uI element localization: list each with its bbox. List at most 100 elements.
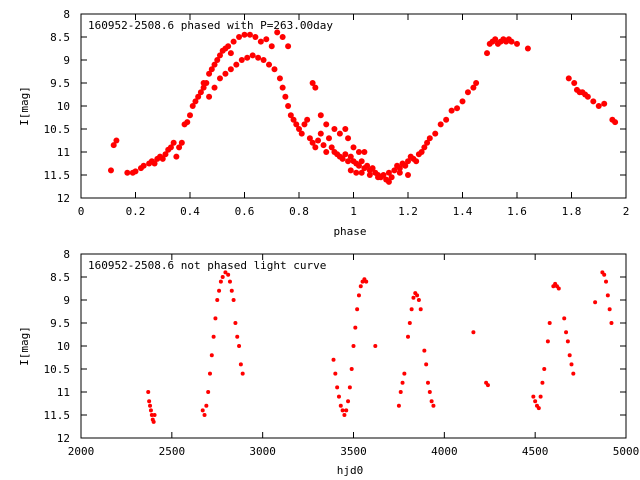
data-point-bottom xyxy=(349,367,354,371)
data-point-top xyxy=(200,80,207,86)
data-point-bottom xyxy=(148,403,153,408)
data-point-top xyxy=(353,169,360,176)
data-point-bottom xyxy=(336,394,341,399)
y-tick-label-bottom: 11 xyxy=(57,386,70,399)
data-point-top xyxy=(328,144,335,151)
data-point-top xyxy=(211,84,218,91)
data-point-bottom xyxy=(485,383,490,388)
data-point-bottom xyxy=(355,307,360,312)
data-point-bottom xyxy=(364,279,369,284)
data-point-top xyxy=(369,165,376,172)
y-tick-label-top: 9 xyxy=(63,54,70,67)
data-point-bottom xyxy=(237,344,242,348)
data-point-top xyxy=(282,93,289,100)
data-point-top xyxy=(296,126,302,132)
data-point-top xyxy=(345,158,352,165)
data-point-top xyxy=(151,160,158,167)
data-point-top xyxy=(255,54,262,61)
data-point-top xyxy=(492,36,499,43)
data-point-top xyxy=(241,31,248,38)
data-point-bottom xyxy=(567,353,572,358)
y-tick-label-bottom: 10 xyxy=(57,340,70,353)
data-point-top xyxy=(347,167,354,174)
data-point-top xyxy=(388,174,395,181)
y-tick-label-top: 10.5 xyxy=(44,123,71,136)
data-point-bottom xyxy=(533,399,538,404)
y-axis-label-top: I[mag] xyxy=(18,86,31,126)
data-point-top xyxy=(216,75,223,82)
x-axis-label-bottom: hjd0 xyxy=(337,464,364,477)
data-point-top xyxy=(260,57,267,63)
data-point-bottom xyxy=(358,284,363,289)
data-point-top xyxy=(470,84,477,91)
data-point-top xyxy=(170,139,177,146)
data-point-top xyxy=(385,169,392,176)
data-point-top xyxy=(304,116,311,123)
data-point-top xyxy=(355,149,362,155)
x-tick-label-bottom: 2500 xyxy=(159,445,186,458)
data-point-bottom xyxy=(148,408,153,413)
y-tick-label-top: 8 xyxy=(63,8,70,21)
data-point-top xyxy=(595,103,602,109)
data-point-top xyxy=(317,112,324,119)
data-point-top xyxy=(107,167,114,174)
data-point-top xyxy=(601,100,608,107)
data-point-bottom xyxy=(427,390,432,394)
data-point-top xyxy=(484,50,491,57)
data-point-bottom xyxy=(538,394,543,399)
data-point-top xyxy=(263,36,270,43)
data-point-bottom xyxy=(373,344,378,348)
data-point-top xyxy=(293,121,300,128)
x-tick-label-bottom: 3000 xyxy=(249,445,276,458)
data-point-top xyxy=(375,174,382,181)
data-point-top xyxy=(364,162,371,169)
data-point-bottom xyxy=(218,279,223,284)
data-point-top xyxy=(309,80,316,86)
x-tick-label-top: 1.6 xyxy=(507,205,527,218)
data-point-bottom xyxy=(235,334,240,339)
data-point-bottom xyxy=(604,279,609,284)
y-tick-label-top: 11.5 xyxy=(44,169,71,182)
x-tick-label-bottom: 5000 xyxy=(613,445,640,458)
data-point-top xyxy=(590,98,597,105)
data-point-bottom xyxy=(431,403,436,408)
data-point-top xyxy=(443,116,450,123)
data-point-top xyxy=(342,151,349,158)
data-point-top xyxy=(448,107,455,114)
data-point-bottom xyxy=(409,307,414,312)
data-point-bottom xyxy=(217,288,222,293)
data-point-top xyxy=(339,155,346,162)
data-point-top xyxy=(361,149,368,155)
data-point-top xyxy=(514,40,520,47)
data-point-top xyxy=(380,172,387,178)
data-point-top xyxy=(290,116,297,123)
data-point-top xyxy=(350,144,357,151)
data-point-bottom xyxy=(542,367,547,371)
data-point-bottom xyxy=(402,371,407,376)
data-point-bottom xyxy=(602,272,607,277)
data-point-bottom xyxy=(545,339,550,344)
data-point-bottom xyxy=(422,348,427,353)
data-point-top xyxy=(266,61,273,68)
data-point-bottom xyxy=(396,403,401,408)
data-point-bottom xyxy=(338,403,343,408)
data-point-top xyxy=(405,158,411,165)
data-point-top xyxy=(244,54,251,61)
data-point-top xyxy=(385,178,392,185)
data-point-top xyxy=(187,112,193,119)
y-tick-label-bottom: 12 xyxy=(57,432,70,445)
data-point-top xyxy=(584,93,591,100)
data-point-bottom xyxy=(353,325,358,330)
y-tick-label-bottom: 8 xyxy=(63,248,70,261)
data-point-top xyxy=(342,126,349,132)
data-point-bottom xyxy=(471,330,476,335)
data-point-top xyxy=(227,66,234,73)
data-point-bottom xyxy=(340,408,345,413)
y-tick-label-top: 9.5 xyxy=(50,77,70,90)
data-point-top xyxy=(167,144,174,151)
data-point-bottom xyxy=(411,295,416,300)
data-point-bottom xyxy=(335,385,340,390)
data-point-bottom xyxy=(238,362,243,367)
y-tick-label-top: 11 xyxy=(57,146,70,159)
